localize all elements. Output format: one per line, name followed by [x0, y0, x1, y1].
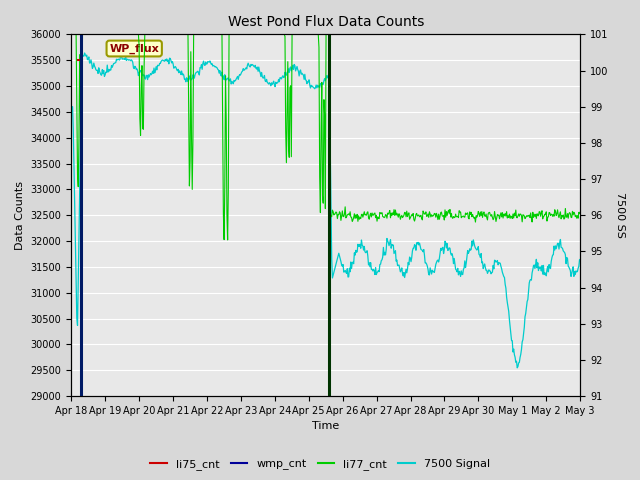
Text: WP_flux: WP_flux [109, 43, 159, 54]
Title: West Pond Flux Data Counts: West Pond Flux Data Counts [227, 15, 424, 29]
X-axis label: Time: Time [312, 421, 339, 432]
Y-axis label: Data Counts: Data Counts [15, 181, 25, 250]
Y-axis label: 7500 SS: 7500 SS [615, 192, 625, 238]
Legend: li75_cnt, wmp_cnt, li77_cnt, 7500 Signal: li75_cnt, wmp_cnt, li77_cnt, 7500 Signal [146, 455, 494, 474]
